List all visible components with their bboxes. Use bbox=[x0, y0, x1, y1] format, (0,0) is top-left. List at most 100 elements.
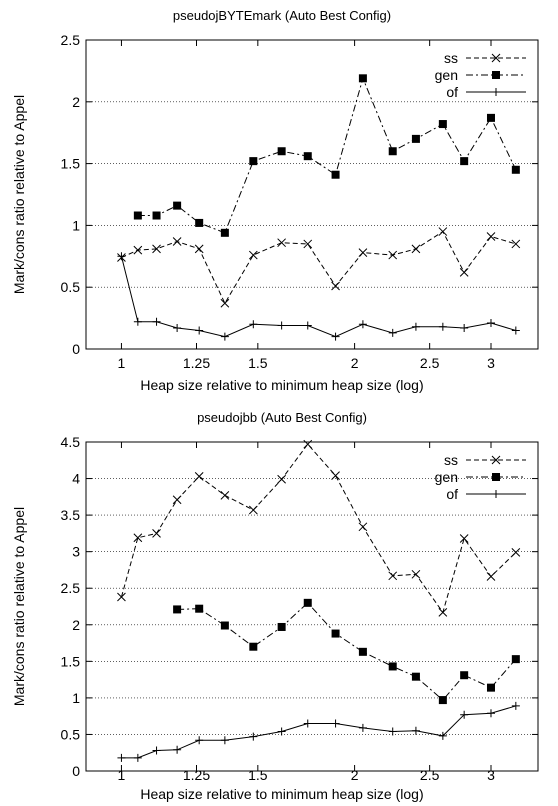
data-point-gen bbox=[411, 134, 420, 143]
y-tick-label: 3.5 bbox=[61, 507, 81, 523]
x-tick-label: 2 bbox=[351, 767, 359, 783]
x-tick-label: 1 bbox=[118, 355, 126, 371]
y-tick-label: 1 bbox=[72, 217, 80, 233]
x-tick-label: 3 bbox=[487, 767, 495, 783]
data-point-ss bbox=[331, 471, 340, 480]
data-point-gen bbox=[358, 74, 367, 83]
series-gen bbox=[173, 598, 520, 705]
data-point-gen bbox=[388, 147, 397, 156]
x-tick-label: 3 bbox=[487, 355, 495, 371]
data-point-gen bbox=[220, 621, 229, 630]
series-of bbox=[117, 701, 520, 762]
data-point-of bbox=[358, 723, 367, 732]
y-tick-label: 2.5 bbox=[61, 32, 81, 48]
data-point-of bbox=[486, 709, 495, 718]
data-point-of bbox=[152, 317, 161, 326]
legend-label-ss: ss bbox=[444, 452, 458, 468]
series-line-gen bbox=[137, 76, 517, 234]
data-point-of bbox=[303, 321, 312, 330]
y-tick-label: 0 bbox=[72, 763, 80, 779]
data-point-gen bbox=[411, 672, 420, 681]
y-tick-label: 1.5 bbox=[61, 156, 81, 172]
y-tick-label: 1.5 bbox=[61, 653, 81, 669]
data-point-of bbox=[195, 736, 204, 745]
plot-frame bbox=[85, 441, 539, 772]
data-point-ss bbox=[133, 245, 143, 255]
x-tick-label: 1.5 bbox=[248, 767, 268, 783]
data-point-of bbox=[195, 326, 204, 335]
data-point-gen bbox=[173, 201, 182, 210]
data-point-gen bbox=[511, 165, 520, 174]
data-point-ss bbox=[486, 232, 496, 241]
data-point-gen bbox=[388, 662, 397, 671]
data-point-ss bbox=[133, 533, 143, 543]
data-point-ss bbox=[411, 244, 421, 254]
legend-marker-gen bbox=[492, 71, 500, 79]
data-point-gen bbox=[195, 604, 204, 613]
data-point-gen bbox=[303, 598, 312, 607]
data-point-gen bbox=[152, 211, 161, 220]
data-point-of bbox=[220, 736, 229, 745]
data-point-ss bbox=[411, 569, 421, 579]
data-point-ss bbox=[172, 237, 182, 246]
data-point-of bbox=[511, 701, 520, 710]
data-point-gen bbox=[249, 157, 258, 166]
data-point-of bbox=[331, 332, 340, 341]
data-point-of bbox=[173, 745, 182, 754]
data-point-of bbox=[411, 726, 420, 735]
data-point-of bbox=[438, 322, 447, 331]
y-tick-label: 3 bbox=[72, 544, 80, 560]
legend-label-gen: gen bbox=[435, 67, 458, 83]
plot-frame bbox=[85, 39, 539, 350]
data-point-ss bbox=[388, 571, 398, 581]
data-point-gen bbox=[486, 113, 495, 122]
data-point-ss bbox=[303, 239, 313, 249]
y-axis-label: Mark/cons ratio relative to Appel bbox=[11, 95, 27, 294]
y-tick-label: 0 bbox=[72, 341, 80, 357]
legend-label-gen: gen bbox=[435, 469, 458, 485]
data-point-of bbox=[277, 321, 286, 330]
y-tick-label: 2 bbox=[72, 94, 80, 110]
data-point-of bbox=[220, 332, 229, 341]
data-point-ss bbox=[438, 607, 448, 617]
data-point-ss bbox=[486, 572, 496, 581]
x-tick-label: 1.5 bbox=[248, 355, 268, 371]
legend-label-ss: ss bbox=[444, 50, 458, 66]
series-gen bbox=[133, 74, 520, 237]
y-tick-label: 0.5 bbox=[61, 279, 81, 295]
data-point-gen bbox=[438, 120, 447, 129]
data-point-ss bbox=[152, 529, 161, 538]
x-tick-label: 1 bbox=[118, 767, 126, 783]
data-point-gen bbox=[511, 655, 520, 664]
legend-marker-gen bbox=[492, 473, 500, 481]
data-point-of bbox=[152, 746, 161, 755]
series-ss bbox=[117, 227, 521, 308]
data-point-ss bbox=[358, 248, 368, 257]
data-point-ss bbox=[438, 227, 448, 236]
data-point-of bbox=[133, 317, 142, 326]
data-point-of bbox=[173, 323, 182, 332]
y-axis-label: Mark/cons ratio relative to Appel bbox=[11, 507, 27, 706]
x-tick-label: 1.25 bbox=[183, 767, 210, 783]
data-point-ss bbox=[277, 238, 286, 248]
x-axis-label: Heap size relative to minimum heap size … bbox=[140, 377, 423, 393]
data-point-ss bbox=[117, 592, 126, 602]
data-point-ss bbox=[511, 239, 521, 249]
data-point-ss bbox=[248, 505, 258, 515]
data-point-gen bbox=[331, 170, 340, 179]
data-point-gen bbox=[438, 696, 447, 705]
y-tick-label: 2 bbox=[72, 617, 80, 633]
data-point-of bbox=[249, 732, 258, 741]
series-line-of bbox=[120, 256, 516, 338]
chart-title: pseudojbb (Auto Best Config) bbox=[197, 410, 367, 425]
data-point-of bbox=[249, 320, 258, 329]
data-point-gen bbox=[133, 211, 142, 220]
data-point-of bbox=[303, 719, 312, 728]
legend-label-of: of bbox=[446, 84, 458, 100]
data-point-gen bbox=[249, 642, 258, 651]
series-line-ss bbox=[120, 443, 517, 614]
legend-marker-ss bbox=[491, 455, 501, 465]
data-point-of bbox=[388, 727, 397, 736]
x-tick-label: 1.25 bbox=[183, 355, 210, 371]
